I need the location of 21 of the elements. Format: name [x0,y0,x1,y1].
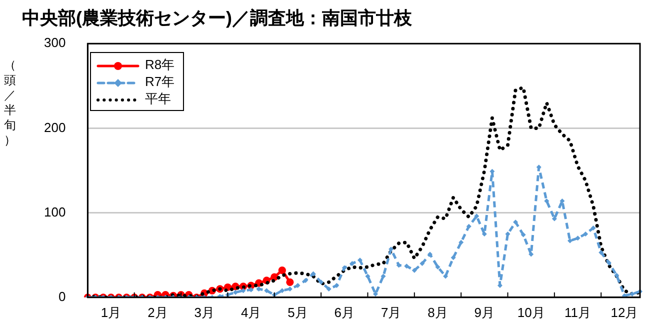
x-tick-label: 4月 [240,304,262,320]
x-tick-label: 5月 [288,304,308,320]
y-tick-label: 300 [44,35,66,50]
y-tick-label: 200 [44,120,66,135]
x-tick-label: 7月 [380,304,402,320]
x-tick-label: 11月 [564,304,592,320]
x-tick-label: 8月 [428,304,448,320]
y-tick-label: 0 [58,288,66,304]
y-axis-title: （頭／半旬） [3,58,17,148]
x-tick-label: 9月 [474,304,495,320]
x-tick-label: 2月 [148,304,168,320]
x-tick-label: 10月 [517,304,545,320]
y-tick-label: 100 [44,204,66,220]
x-tick-label: 3月 [194,304,214,320]
legend-label: R8年 [145,57,175,72]
legend-label: R7年 [145,74,175,89]
chart-title: 中央部(農業技術センター)／調査地：南国市廿枝 [22,8,413,28]
legend-label: 平年 [145,91,171,106]
x-tick-label: 6月 [334,304,355,320]
x-tick-label: 1月 [100,304,122,320]
x-tick-label: 12月 [610,304,638,320]
